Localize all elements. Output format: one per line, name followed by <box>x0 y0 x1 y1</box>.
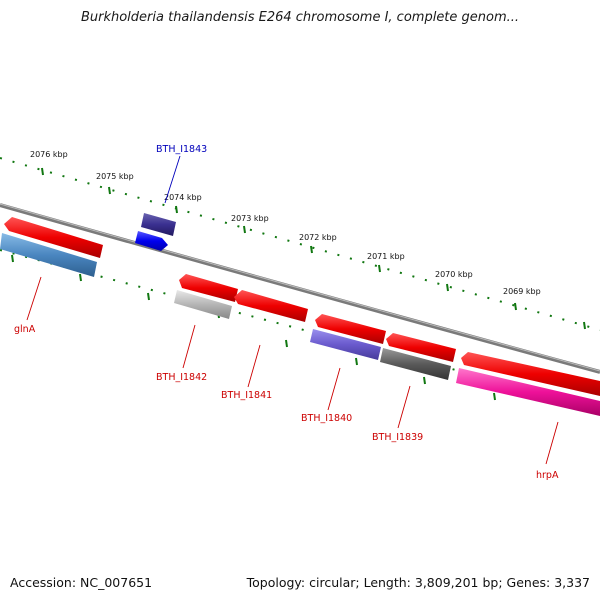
cds-bth-i1842-upper[interactable] <box>179 274 238 302</box>
gene-label-hrpA[interactable]: hrpA <box>536 470 559 481</box>
cds-bth-i1843-lower[interactable] <box>135 231 168 251</box>
cds-bth-i1840-upper[interactable] <box>315 314 386 344</box>
label-leaders <box>26 155 559 465</box>
gene-labels: BTH_I1843 glnA BTH_I1842 BTH_I1841 BTH_I… <box>14 144 559 481</box>
cds-bth-i1839-lower[interactable] <box>380 348 451 380</box>
tick-label-2071: 2071 kbp <box>367 252 405 261</box>
major-ticks <box>11 167 586 408</box>
cds-glnA-lower[interactable] <box>0 233 97 277</box>
gene-label-bth-i1842[interactable]: BTH_I1842 <box>156 372 207 383</box>
gene-label-bth-i1841[interactable]: BTH_I1841 <box>221 390 272 401</box>
cds-bth-i1843-upper[interactable] <box>141 213 176 236</box>
cds-features <box>0 213 600 416</box>
gene-label-bth-i1840[interactable]: BTH_I1840 <box>301 413 352 424</box>
cds-glnA-upper[interactable] <box>4 217 103 258</box>
topology-text: Topology: circular; Length: 3,809,201 bp… <box>246 575 590 590</box>
gene-label-bth-i1839[interactable]: BTH_I1839 <box>372 432 423 443</box>
cds-bth-i1841[interactable] <box>234 290 308 322</box>
tick-label-2074: 2074 kbp <box>164 193 202 202</box>
gene-label-glnA[interactable]: glnA <box>14 324 36 335</box>
tick-label-2070: 2070 kbp <box>435 270 473 279</box>
tick-label-2076: 2076 kbp <box>30 150 68 159</box>
tick-labels: 2076 kbp 2075 kbp 2074 kbp 2073 kbp 2072… <box>30 150 541 296</box>
accession-text: Accession: NC_007651 <box>10 575 153 590</box>
cds-bth-i1839-upper[interactable] <box>386 333 456 362</box>
cds-bth-i1842-lower[interactable] <box>174 290 232 319</box>
tick-label-2072: 2072 kbp <box>299 233 337 242</box>
cds-bth-i1840-lower[interactable] <box>310 329 381 360</box>
tick-label-2075: 2075 kbp <box>96 172 134 181</box>
cds-hrpA-lower[interactable] <box>456 368 600 416</box>
chromosome-backbone <box>0 203 600 374</box>
cds-hrpA-upper[interactable] <box>461 352 600 396</box>
map-title: Burkholderia thailandensis E264 chromoso… <box>80 10 520 25</box>
tick-label-2069: 2069 kbp <box>503 287 541 296</box>
tick-label-2073: 2073 kbp <box>231 214 269 223</box>
gene-label-bth-i1843[interactable]: BTH_I1843 <box>156 144 207 155</box>
outer-tick-track <box>0 157 600 331</box>
